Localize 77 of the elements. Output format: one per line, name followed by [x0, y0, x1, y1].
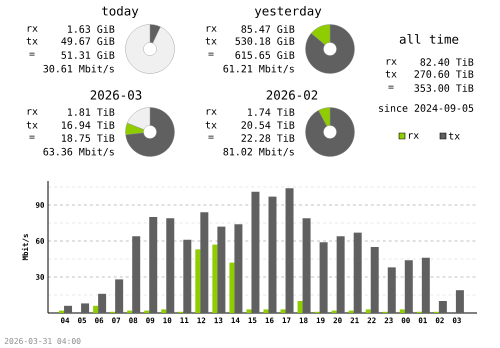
bar — [302, 218, 311, 313]
bar — [161, 309, 166, 313]
text: = — [29, 136, 35, 139]
text: = — [208, 136, 214, 139]
chart-title: 2026-03 — [90, 90, 142, 100]
text: since 2024-09-05 — [379, 104, 474, 112]
bar — [149, 217, 158, 313]
legend-label: rx — [408, 133, 419, 139]
text: 20.54 TiB — [242, 121, 294, 129]
bar — [251, 192, 260, 313]
text: 22.28 TiB — [242, 134, 294, 142]
text: = — [29, 52, 35, 56]
bar — [263, 309, 268, 313]
bar — [200, 212, 208, 313]
text: 82.40 TiB — [420, 58, 474, 66]
text: = — [208, 52, 214, 56]
bar — [388, 267, 396, 313]
bar — [336, 236, 345, 313]
bar — [280, 309, 286, 313]
bar — [370, 247, 379, 313]
bar — [234, 224, 242, 313]
text: 18.75 TiB — [62, 134, 114, 142]
chart-title: today — [102, 6, 138, 18]
text: 63.36 Mbit/s — [43, 148, 114, 156]
bar — [422, 258, 430, 313]
bar — [81, 303, 90, 313]
text: 16.94 TiB — [62, 121, 114, 129]
text: 81.02 Mbit/s — [223, 148, 294, 156]
bar — [115, 279, 124, 313]
bar — [366, 309, 371, 313]
chart-title: 2026-02 — [266, 90, 318, 100]
bar — [320, 242, 328, 313]
text: 61.21 Mbit/s — [223, 64, 294, 74]
text: 30.61 Mbit/s — [44, 64, 114, 74]
text: tx — [206, 37, 217, 44]
legend-label: tx — [448, 132, 460, 140]
bar — [195, 249, 200, 313]
bar — [286, 188, 294, 313]
bar — [93, 306, 98, 313]
text: rx — [206, 109, 217, 115]
text: 49.67 GiB — [61, 37, 114, 45]
text: rx — [386, 59, 397, 65]
bar — [98, 294, 106, 313]
text: tx — [206, 121, 217, 128]
text: = — [388, 86, 394, 89]
text: tx — [26, 37, 38, 44]
bar — [268, 196, 276, 313]
text: 1.81 TiB — [68, 108, 114, 116]
bar — [438, 301, 447, 313]
bar — [354, 232, 362, 313]
bar — [217, 226, 226, 313]
bar — [212, 244, 218, 313]
text: 615.65 GiB — [235, 51, 294, 59]
text: 1.74 TiB — [248, 108, 294, 116]
chart-title: yesterday — [254, 6, 322, 18]
bar — [229, 262, 234, 313]
text: tx — [26, 121, 38, 128]
bar — [298, 301, 303, 313]
bar — [64, 306, 72, 313]
bar — [183, 240, 192, 313]
text: 270.60 TiB — [414, 70, 474, 78]
text: 1.63 GiB — [68, 25, 114, 33]
bar — [404, 260, 413, 313]
bar — [246, 309, 252, 313]
text: 353.00 TiB — [414, 84, 474, 92]
text: tx — [386, 70, 397, 78]
text: rx — [28, 109, 38, 115]
bar — [456, 290, 464, 313]
text: rx — [206, 26, 217, 32]
text: 51.31 GiB — [62, 51, 114, 59]
text: all time — [400, 34, 458, 44]
bar — [166, 218, 174, 313]
bar — [400, 309, 405, 313]
text: 530.18 GiB — [236, 37, 294, 45]
text: rx — [28, 26, 38, 32]
bar — [132, 236, 140, 313]
text: 85.47 GiB — [241, 25, 294, 33]
